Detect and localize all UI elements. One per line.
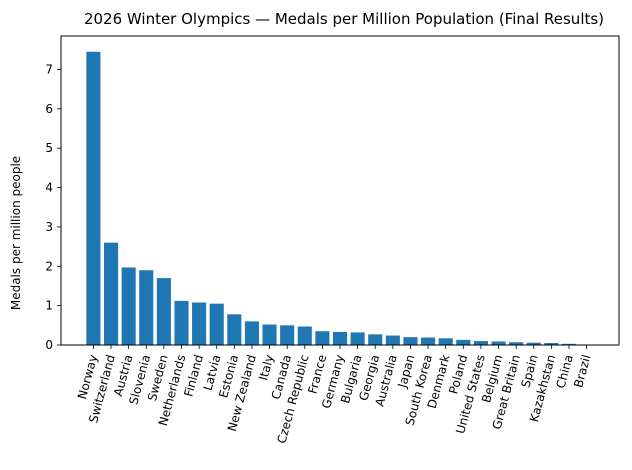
bar-south-korea: [421, 337, 436, 345]
y-tick-label: 3: [45, 220, 53, 234]
bar-austria: [121, 267, 136, 345]
bar-belgium: [491, 341, 506, 345]
bar-great-britain: [509, 342, 524, 345]
bar-united-states: [473, 341, 488, 345]
bar-slovenia: [139, 270, 154, 345]
y-tick-label: 0: [45, 338, 53, 352]
y-tick-label: 5: [45, 141, 53, 155]
bar-spain: [526, 342, 541, 345]
bar-latvia: [209, 303, 224, 345]
bar-georgia: [368, 334, 383, 345]
bar-sweden: [156, 278, 171, 345]
bar-france: [315, 331, 330, 345]
bar-bulgaria: [350, 332, 365, 345]
bar-japan: [403, 337, 418, 345]
bar-australia: [385, 335, 400, 345]
bar-estonia: [227, 314, 242, 345]
y-axis-label: Medals per million people: [9, 156, 23, 310]
y-tick-label: 6: [45, 102, 53, 116]
y-tick-label: 4: [45, 181, 53, 195]
plot-area-frame: [60, 35, 620, 346]
y-axis-ticks: 0 1 2 3 4 5 6 7: [45, 62, 61, 352]
bar-norway: [86, 51, 101, 345]
bar-kazakhstan: [544, 343, 559, 345]
bar-new-zealand: [244, 321, 259, 345]
y-tick-label: 1: [45, 299, 53, 313]
bar-denmark: [438, 338, 453, 345]
bar-italy: [262, 324, 277, 345]
bar-series: [86, 51, 594, 345]
bar-china: [561, 343, 577, 345]
bar-finland: [192, 302, 207, 345]
y-tick-label: 7: [45, 62, 53, 76]
bar-canada: [280, 325, 295, 345]
bar-czech-republic: [297, 326, 312, 345]
bar-netherlands: [174, 300, 189, 345]
bar-switzerland: [103, 242, 119, 345]
x-tick-label-italy: Italy: [256, 353, 276, 382]
y-tick-label: 2: [45, 259, 53, 273]
bar-germany: [332, 332, 348, 345]
bar-poland: [456, 339, 471, 345]
chart-title: 2026 Winter Olympics — Medals per Millio…: [84, 10, 604, 28]
